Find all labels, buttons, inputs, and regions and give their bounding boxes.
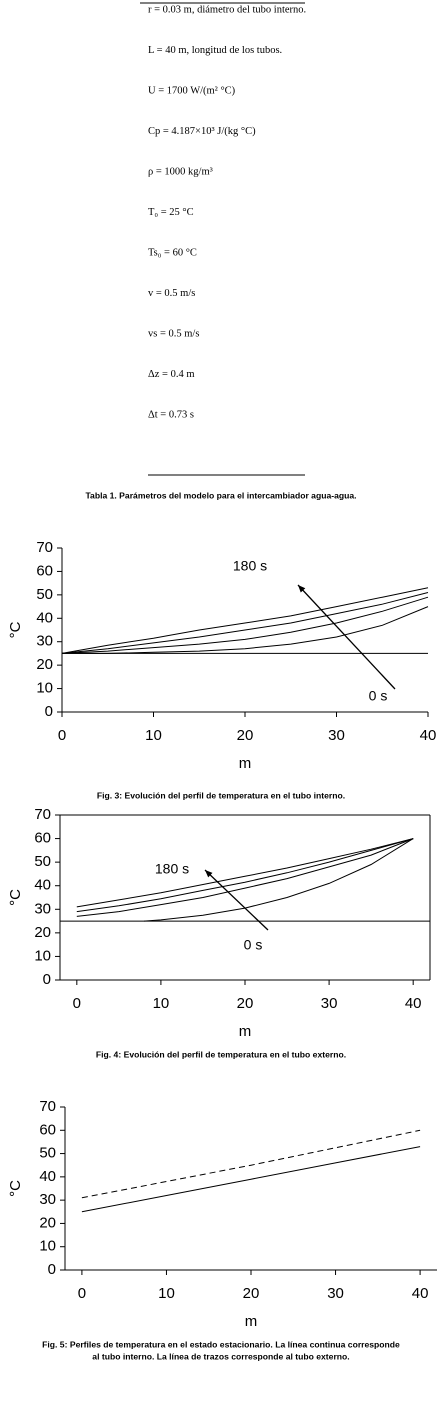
parameter: Ts₀ = 60 °C — [148, 247, 197, 258]
series-line — [76, 838, 414, 908]
x-tick-label: 40 — [420, 727, 437, 744]
parameter: T₀ = 25 °C — [148, 207, 194, 218]
y-tick-label: 20 — [34, 924, 51, 941]
y-tick-label: 40 — [39, 1168, 56, 1185]
x-axis-label: m — [245, 1313, 258, 1330]
y-tick-label: 40 — [36, 609, 53, 626]
series-line — [62, 606, 429, 654]
x-axis-label: m — [239, 1023, 252, 1040]
x-tick-label: 0 — [58, 727, 66, 744]
y-axis-label: °C — [7, 1180, 24, 1197]
series-line — [81, 1146, 421, 1213]
y-tick-label: 50 — [36, 586, 53, 603]
figure-caption: Fig. 3: Evolución del perfil de temperat… — [97, 790, 345, 800]
x-tick-label: 10 — [158, 1285, 175, 1302]
y-tick-label: 20 — [39, 1214, 56, 1231]
y-tick-label: 50 — [34, 853, 51, 870]
arrow — [204, 869, 269, 931]
x-tick-label: 0 — [73, 995, 81, 1012]
table-caption: Tabla 1. Parámetros del modelo para el i… — [85, 490, 356, 500]
arrow — [297, 584, 396, 690]
y-tick-label: 60 — [39, 1121, 56, 1138]
arrow-head — [298, 585, 306, 593]
parameter: L = 40 m, longitud de los tubos. — [148, 45, 282, 56]
annotation: 0 s — [369, 688, 388, 704]
parameter: Cp = 4.187×10³ J/(kg °C) — [148, 126, 256, 137]
parameter: vs = 0.5 m/s — [148, 328, 199, 339]
series-line — [61, 592, 429, 654]
x-tick-label: 20 — [243, 1285, 260, 1302]
y-tick-label: 30 — [34, 900, 51, 917]
x-tick-label: 20 — [237, 727, 254, 744]
y-tick-label: 10 — [36, 680, 53, 697]
parameter: U = 1700 W/(m² °C) — [148, 85, 236, 96]
y-tick-label: 60 — [34, 830, 51, 847]
y-tick-label: 10 — [39, 1238, 56, 1255]
y-tick-label: 70 — [34, 806, 51, 823]
x-tick-label: 0 — [78, 1285, 86, 1302]
x-tick-label: 30 — [328, 727, 345, 744]
annotation: 180 s — [233, 558, 267, 574]
x-tick-label: 40 — [405, 995, 422, 1012]
y-axis-label: °C — [7, 621, 24, 638]
figure-caption: Fig. 5: Perfiles de temperatura en el es… — [42, 1339, 400, 1349]
parameter: Δz = 0.4 m — [148, 369, 195, 380]
parameter: Δt = 0.73 s — [148, 409, 194, 420]
y-tick-label: 20 — [36, 656, 53, 673]
parameter: ρ = 1000 kg/m³ — [148, 166, 213, 177]
y-tick-label: 40 — [34, 877, 51, 894]
annotation: 180 s — [155, 861, 189, 877]
y-tick-label: 70 — [39, 1098, 56, 1115]
figure-caption: al tubo interno. La línea de trazos corr… — [92, 1351, 349, 1361]
y-tick-label: 10 — [34, 947, 51, 964]
arrow-head — [205, 870, 213, 878]
series-line — [76, 838, 414, 913]
series-line — [61, 596, 429, 654]
y-tick-label: 0 — [45, 703, 53, 720]
x-tick-label: 30 — [321, 995, 338, 1012]
x-tick-label: 20 — [237, 995, 254, 1012]
y-tick-label: 70 — [36, 539, 53, 556]
series-line — [61, 587, 429, 654]
x-axis-label: m — [239, 755, 252, 772]
y-tick-label: 30 — [39, 1191, 56, 1208]
y-tick-label: 0 — [43, 971, 51, 988]
annotation: 0 s — [244, 937, 263, 953]
x-tick-label: 40 — [412, 1285, 429, 1302]
parameter: v = 0.5 m/s — [148, 288, 195, 299]
x-tick-label: 10 — [153, 995, 170, 1012]
x-tick-label: 10 — [145, 727, 162, 744]
series-line — [144, 838, 414, 922]
figure-caption: Fig. 4: Evolución del perfil de temperat… — [96, 1049, 346, 1059]
y-tick-label: 30 — [36, 633, 53, 650]
series-line — [81, 1129, 421, 1199]
y-tick-label: 50 — [39, 1145, 56, 1162]
y-axis-label: °C — [7, 889, 24, 906]
series-line — [76, 838, 414, 917]
x-tick-label: 30 — [327, 1285, 344, 1302]
y-tick-label: 0 — [48, 1261, 56, 1278]
parameter: r = 0.03 m, diámetro del tubo interno. — [148, 4, 306, 15]
y-tick-label: 60 — [36, 562, 53, 579]
